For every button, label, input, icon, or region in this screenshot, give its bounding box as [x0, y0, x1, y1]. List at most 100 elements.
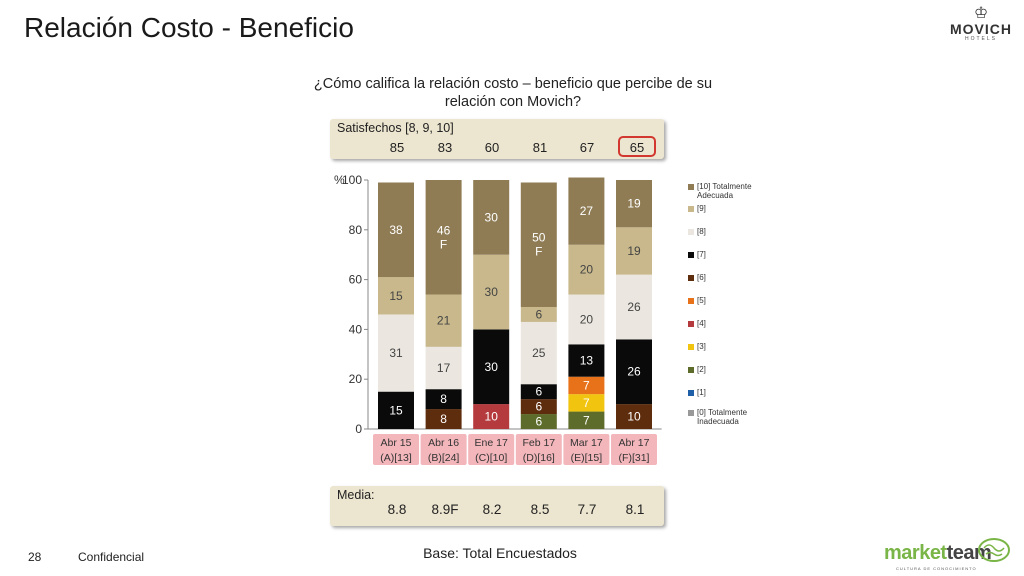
x-tick-label: (E)[15]	[571, 452, 603, 464]
survey-question: ¿Cómo califica la relación costo – benef…	[313, 76, 713, 110]
bar-segment	[520, 306, 557, 322]
x-tick-label: Mar 17	[570, 437, 603, 449]
legend-swatch	[688, 298, 694, 304]
data-label: 21	[437, 314, 451, 328]
x-tick-label: Abr 16	[428, 437, 459, 449]
satisfied-label: Satisfechos [8, 9, 10]	[337, 121, 454, 135]
logo-part2: team	[946, 542, 992, 564]
data-label: 20	[580, 312, 594, 326]
satisfied-panel: Satisfechos [8, 9, 10] 85 83 60 81 67 65	[330, 119, 664, 159]
data-label: 13	[580, 354, 594, 368]
bar-segment	[520, 414, 557, 429]
bar-segment	[568, 177, 605, 245]
data-label: 8	[440, 392, 447, 406]
x-label-bg	[563, 434, 610, 465]
data-label: 46	[437, 223, 451, 237]
satisfied-value: 81	[532, 140, 548, 155]
satisfied-value: 60	[484, 140, 500, 155]
legend-label: [2]	[697, 365, 706, 374]
x-tick-label: Feb 17	[522, 437, 555, 449]
media-value: 8.5	[530, 502, 550, 517]
x-tick-label: (B)[24]	[428, 452, 460, 464]
bar-segment	[378, 182, 414, 278]
y-tick-label: 40	[349, 322, 363, 336]
legend-label: [7]	[697, 250, 706, 259]
media-value: 7.7	[577, 502, 597, 517]
y-tick-label: 80	[349, 223, 363, 237]
bar-segment	[520, 384, 557, 400]
bar-segment	[520, 321, 557, 385]
bar-segment	[568, 344, 605, 377]
satisfied-value: 67	[579, 140, 595, 155]
bar-segment	[616, 227, 652, 275]
logo-part1: market	[884, 542, 947, 564]
bar-segment	[568, 411, 605, 429]
y-axis-label: %	[334, 173, 345, 187]
bar-segment	[568, 294, 605, 345]
data-label: 10	[485, 410, 499, 424]
data-label: 25	[532, 346, 546, 360]
data-label: 15	[389, 289, 403, 303]
legend-swatch	[688, 367, 694, 373]
legend-swatch	[688, 275, 694, 281]
data-label: 6	[535, 415, 542, 429]
data-label: 30	[485, 360, 499, 374]
logo-tagline: CULTURA DE CONOCIMIENTO	[896, 566, 977, 571]
movich-logo: ♔ MOVICH HOTELS	[944, 6, 1018, 46]
data-label: 17	[437, 361, 451, 375]
confidential-label: Confidencial	[78, 550, 145, 564]
data-label: 31	[389, 346, 403, 360]
x-label-bg	[373, 434, 419, 465]
data-label: 10	[627, 410, 641, 424]
bar-segment	[616, 180, 652, 228]
x-label-bg	[515, 434, 562, 465]
data-label: 6	[535, 400, 542, 414]
bar-segment	[473, 180, 510, 255]
legend-swatch	[688, 410, 694, 416]
legend-label: [5]	[697, 296, 706, 305]
logo-sub: HOTELS	[964, 36, 997, 42]
x-tick-label: Abr 17	[619, 437, 650, 449]
data-label: 8	[440, 412, 447, 426]
data-label: 30	[485, 210, 499, 224]
x-tick-label: (D)[16]	[523, 452, 555, 464]
satisfied-value: 85	[389, 140, 405, 155]
legend-label: [6]	[697, 273, 706, 282]
page-number: 28	[28, 550, 42, 564]
bar-segment	[520, 399, 557, 415]
media-value: 8.1	[625, 502, 645, 517]
legend-label: [9]	[697, 204, 706, 213]
data-label: F	[535, 245, 542, 259]
page-title: Relación Costo - Beneficio	[24, 12, 354, 43]
media-value: 8.2	[482, 502, 502, 517]
satisfied-value: 65	[629, 140, 645, 155]
bar-segment	[425, 346, 462, 390]
movich-crown-icon: ♔	[973, 5, 989, 22]
data-label: 20	[580, 263, 594, 277]
x-tick-label: Ene 17	[475, 437, 508, 449]
x-tick-label: Abr 15	[381, 437, 412, 449]
base-note: Base: Total Encuestados	[423, 545, 577, 561]
data-label: 6	[535, 307, 542, 321]
data-label: 38	[389, 223, 403, 237]
legend-swatch	[688, 206, 694, 212]
x-tick-label: (F)[31]	[619, 452, 650, 464]
bar-segment	[378, 391, 414, 429]
legend-swatch	[688, 252, 694, 258]
data-label: 27	[580, 204, 594, 218]
bar-segment	[425, 294, 462, 347]
bar-segment	[520, 182, 557, 307]
data-label: F	[440, 237, 447, 251]
bar-segment	[568, 244, 605, 295]
data-label: 7	[583, 413, 590, 427]
legend-swatch	[688, 184, 694, 190]
media-label: Media:	[337, 488, 375, 502]
y-tick-label: 60	[349, 273, 363, 287]
data-label: 7	[583, 378, 590, 392]
media-value: 8.8	[387, 502, 407, 517]
x-tick-label: (C)[10]	[475, 452, 507, 464]
data-label: 50	[532, 231, 546, 245]
legend-swatch	[688, 229, 694, 235]
x-label-bg	[420, 434, 467, 465]
